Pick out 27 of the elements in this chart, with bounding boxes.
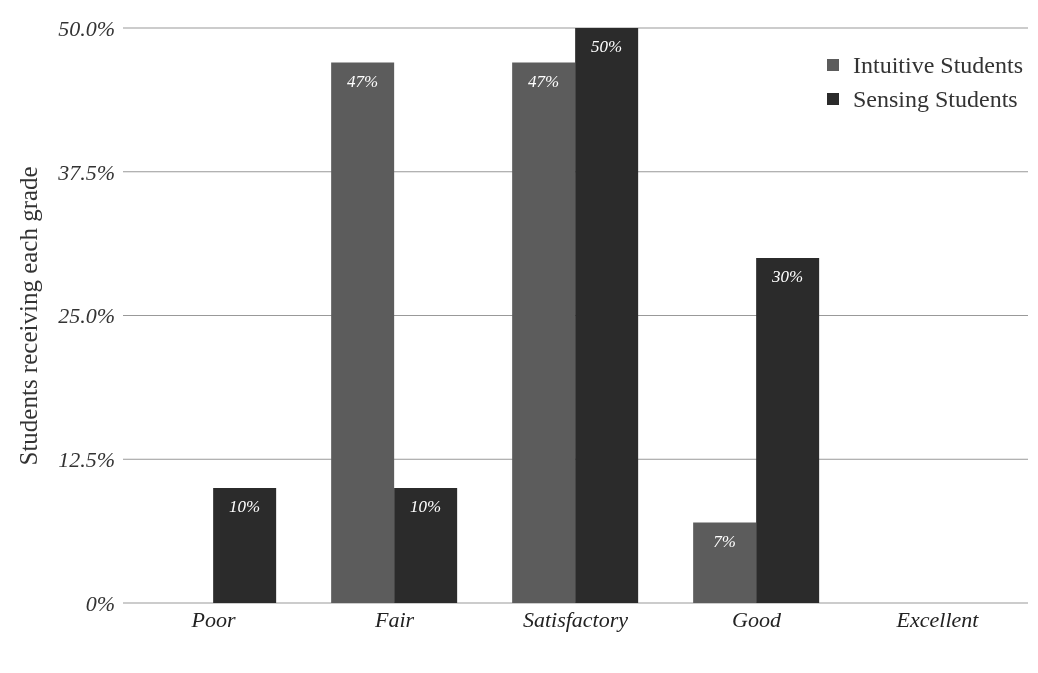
legend-label: Sensing Students — [853, 85, 1018, 114]
y-tick-label: 37.5% — [57, 159, 115, 185]
bar — [512, 62, 576, 603]
y-tick-label: 12.5% — [58, 447, 115, 473]
bar — [575, 28, 639, 603]
bar — [693, 522, 757, 603]
x-tick-label: Good — [732, 606, 782, 632]
data-label: 50% — [591, 37, 623, 56]
y-tick-label: 50.0% — [58, 15, 115, 41]
data-label: 7% — [713, 531, 736, 551]
bar — [756, 258, 820, 603]
y-axis-title: Students receiving each grade — [14, 166, 42, 466]
data-label: 47% — [528, 71, 560, 91]
legend-label: Intuitive Students — [853, 51, 1023, 80]
y-tick-label: 25.0% — [58, 303, 115, 329]
bar — [394, 488, 458, 603]
data-label: 30% — [771, 267, 804, 286]
data-label: 10% — [229, 497, 261, 516]
x-tick-label: Satisfactory — [522, 606, 629, 632]
x-tick-label: Excellent — [895, 606, 980, 632]
y-tick-label: 0% — [85, 590, 115, 616]
x-tick-label: Poor — [190, 606, 236, 632]
bar — [331, 62, 395, 603]
x-tick-label: Fair — [373, 606, 415, 632]
data-label: 47% — [347, 71, 379, 91]
bar — [213, 488, 277, 603]
data-label: 10% — [410, 497, 442, 516]
